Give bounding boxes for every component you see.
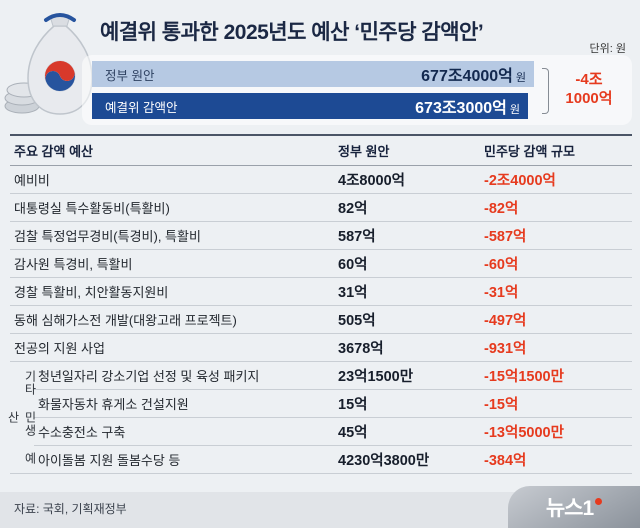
row-name-cell: 수소충전소 구축 <box>34 417 335 446</box>
row-name-cell: 감사원 특경비, 특활비 <box>10 249 335 278</box>
bar-value-government: 677조4000억 원 <box>421 62 534 86</box>
cut-value-cell: -931억 <box>480 333 633 362</box>
group-label-other-livelihood: 기타 민생 예산 <box>6 361 37 474</box>
gov-value-cell: 505억 <box>334 305 481 334</box>
news1-logo-text: 뉴스1 <box>545 497 594 520</box>
table-header-row: 주요 감액 예산 정부 원안 민주당 감액 규모 <box>10 134 633 166</box>
bar-label-government: 정부 원안 <box>105 68 155 83</box>
header-cut-scale: 민주당 감액 규모 <box>480 134 633 166</box>
cut-value-cell: -82억 <box>480 193 633 222</box>
row-name-cell: 예비비 <box>10 165 335 194</box>
cut-value-cell: -15억 <box>480 389 633 418</box>
cut-value-cell: -2조4000억 <box>480 165 633 194</box>
taegeuk-icon <box>44 60 76 92</box>
table-row: 아이돌봄 지원 돌봄수당 등 4230억3800만 -384억 <box>10 445 633 474</box>
gov-value-cell: 4230억3800만 <box>334 445 481 474</box>
table-row: 예비비 4조8000억 -2조4000억 <box>10 165 633 194</box>
row-name-cell: 대통령실 특수활동비(특활비) <box>10 193 335 222</box>
gov-value-cell: 4조8000억 <box>334 165 481 194</box>
cut-value-cell: -587억 <box>480 221 633 250</box>
table-row: 검찰 특정업무경비(특경비), 특활비 587억 -587억 <box>10 221 633 250</box>
header-gov-original: 정부 원안 <box>334 134 481 166</box>
bar-value-number: 677조4000억 <box>421 68 513 85</box>
table-row: 전공의 지원 사업 3678억 -931억 <box>10 333 633 362</box>
row-name-cell: 경찰 특활비, 치안활동지원비 <box>10 277 335 306</box>
bar-value-unit: 원 <box>515 72 526 84</box>
bar-government-original: 정부 원안 677조4000억 원 <box>92 61 534 87</box>
page-title: 예결위 통과한 2025년도 예산 ‘민주당 감액안’ <box>100 21 484 44</box>
table-row: 동해 심해가스전 개발(대왕고래 프로젝트) 505억 -497억 <box>10 305 633 334</box>
table-row: 대통령실 특수활동비(특활비) 82억 -82억 <box>10 193 633 222</box>
difference-label: -4조 1000억 <box>565 71 613 107</box>
gov-value-cell: 23억1500만 <box>334 361 481 390</box>
news1-red-dot-icon <box>595 497 603 505</box>
cut-value-cell: -15억1500만 <box>480 361 633 390</box>
row-name-cell: 전공의 지원 사업 <box>10 333 335 362</box>
cut-value-cell: -384억 <box>480 445 633 474</box>
gov-value-cell: 45억 <box>334 417 481 446</box>
gov-value-cell: 31억 <box>334 277 481 306</box>
cut-value-cell: -497억 <box>480 305 633 334</box>
bar-label-committee: 예결위 감액안 <box>105 100 178 115</box>
row-name-cell: 화물자동차 휴게소 건설지원 <box>34 389 335 418</box>
difference-bracket <box>542 68 549 114</box>
gov-value-cell: 82억 <box>334 193 481 222</box>
gov-value-cell: 3678억 <box>334 333 481 362</box>
row-name-cell: 아이돌봄 지원 돌봄수당 등 <box>34 445 335 474</box>
table-row: 수소충전소 구축 45억 -13억5000만 <box>10 417 633 446</box>
table-row: 감사원 특경비, 특활비 60억 -60억 <box>10 249 633 278</box>
cut-value-cell: -13억5000만 <box>480 417 633 446</box>
gov-value-cell: 587억 <box>334 221 481 250</box>
cut-value-cell: -31억 <box>480 277 633 306</box>
table-row: 화물자동차 휴게소 건설지원 15억 -15억 <box>10 389 633 418</box>
row-name-cell: 청년일자리 강소기업 선정 및 육성 패키지 <box>34 361 335 390</box>
bar-value-unit: 원 <box>509 104 520 116</box>
bar-committee-reduction: 예결위 감액안 673조3000억 원 <box>92 93 528 119</box>
unit-label: 단위: 원 <box>589 43 626 55</box>
header-major-cuts: 주요 감액 예산 <box>10 134 335 166</box>
gov-value-cell: 15억 <box>334 389 481 418</box>
cut-value-cell: -60억 <box>480 249 633 278</box>
bar-chart-panel: 정부 원안 677조4000억 원 예결위 감액안 673조3000억 원 <box>82 55 632 125</box>
gov-value-cell: 60억 <box>334 249 481 278</box>
source-credit: 자료: 국회, 기획재정부 <box>14 502 127 516</box>
row-name-cell: 동해 심해가스전 개발(대왕고래 프로젝트) <box>10 305 335 334</box>
budget-table: 주요 감액 예산 정부 원안 민주당 감액 규모 예비비 4조8000억 -2조… <box>6 134 633 474</box>
money-bag-icon <box>2 4 94 123</box>
table-row: 기타 민생 예산 청년일자리 강소기업 선정 및 육성 패키지 23억1500만… <box>6 361 633 474</box>
table-row: 경찰 특활비, 치안활동지원비 31억 -31억 <box>10 277 633 306</box>
bar-value-committee: 673조3000억 원 <box>415 94 528 118</box>
row-name-cell: 검찰 특정업무경비(특경비), 특활비 <box>10 221 335 250</box>
bar-value-number: 673조3000억 <box>415 100 507 117</box>
news1-logo: 뉴스1 <box>508 486 640 528</box>
